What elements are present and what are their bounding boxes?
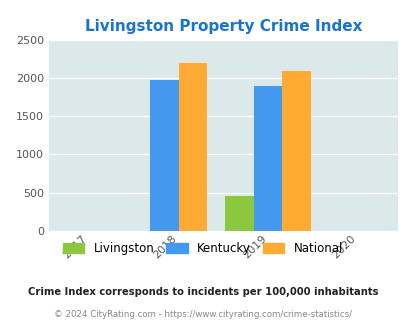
Title: Livingston Property Crime Index: Livingston Property Crime Index [84,19,361,34]
Legend: Livingston, Kentucky, National: Livingston, Kentucky, National [58,237,347,260]
Text: Crime Index corresponds to incidents per 100,000 inhabitants: Crime Index corresponds to incidents per… [28,287,377,297]
Bar [224,196,253,231]
Bar [282,71,310,231]
Bar [253,85,282,231]
Bar [178,63,207,231]
Text: © 2024 CityRating.com - https://www.cityrating.com/crime-statistics/: © 2024 CityRating.com - https://www.city… [54,310,351,319]
Bar [149,80,178,231]
